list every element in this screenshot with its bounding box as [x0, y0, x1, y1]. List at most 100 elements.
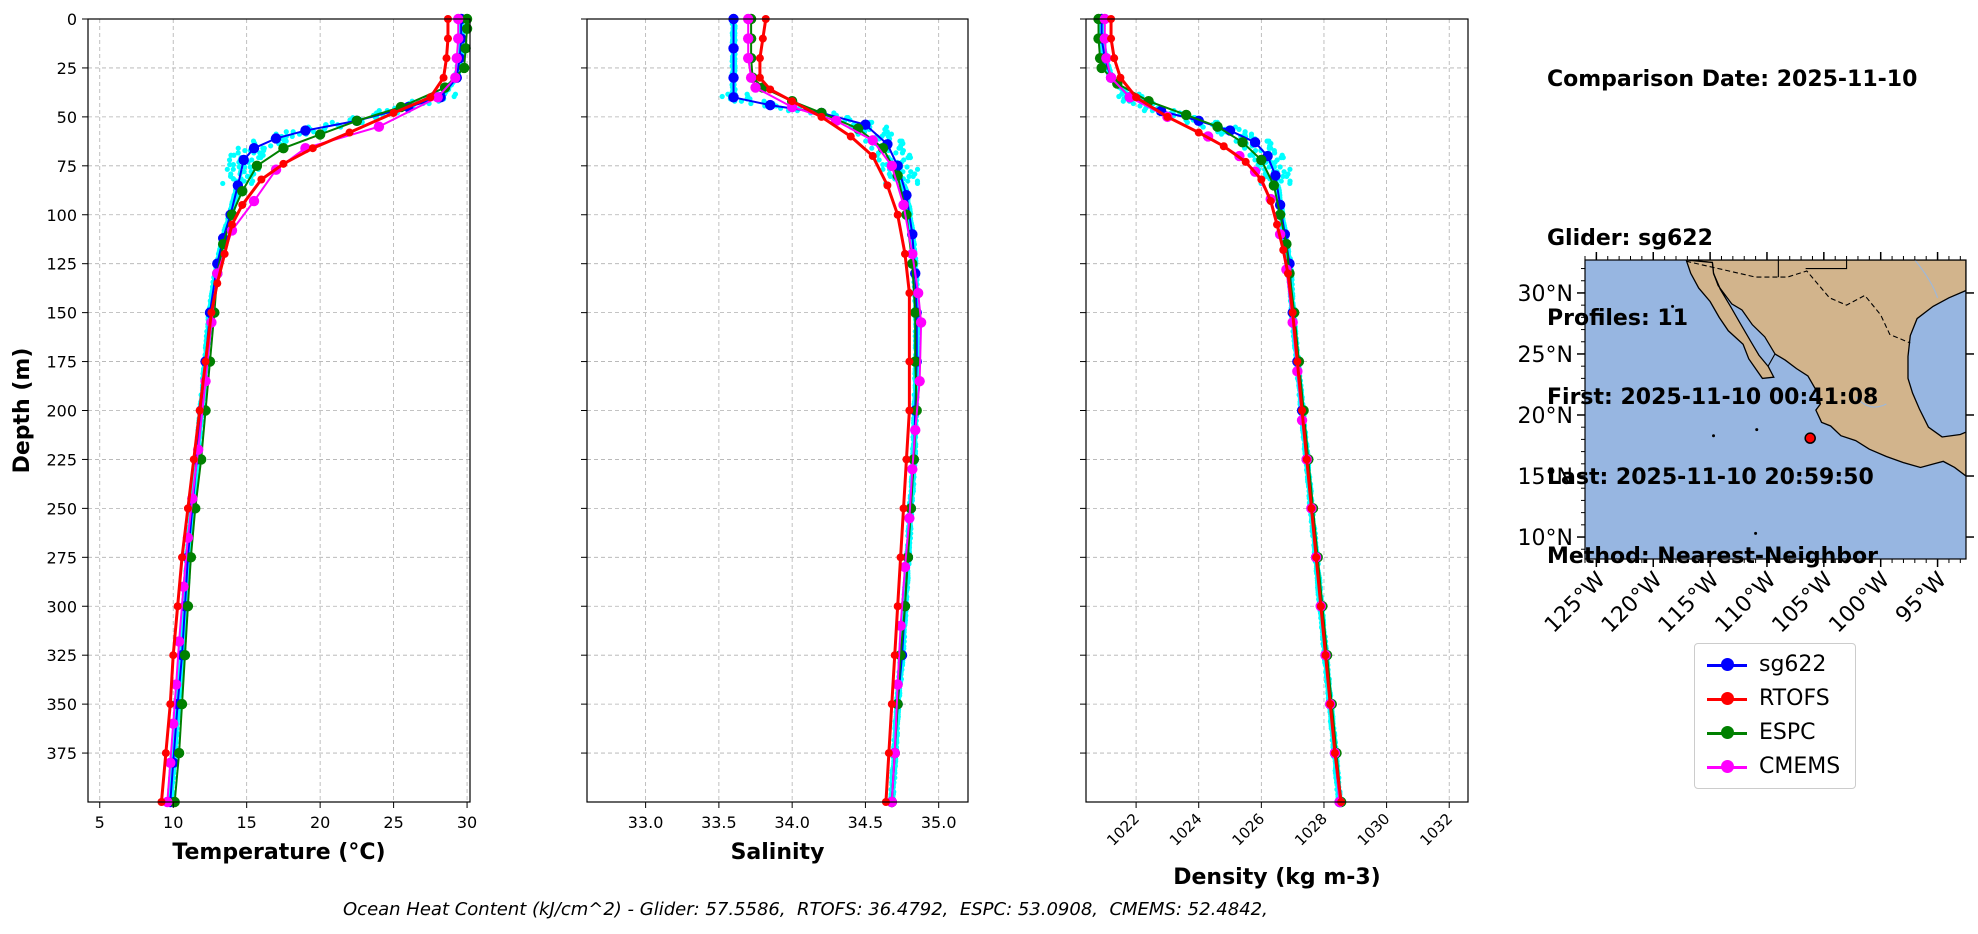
- y-tick-label: 375: [46, 744, 77, 763]
- glider-raw-point: [910, 173, 916, 179]
- y-tick-label: 175: [46, 353, 77, 372]
- data-point-rtofs: [884, 749, 893, 758]
- glider-raw-point: [242, 147, 248, 154]
- data-point-cmems: [742, 52, 754, 64]
- glider-raw-point: [247, 164, 253, 170]
- data-point-cmems: [910, 424, 921, 436]
- glider-raw-point: [914, 180, 921, 187]
- data-point-sg622: [238, 154, 249, 166]
- island: [1712, 434, 1716, 438]
- data-point-espc: [195, 454, 207, 465]
- y-tick-label: 50: [57, 108, 77, 127]
- glider-raw-point: [220, 180, 226, 187]
- data-point-rtofs: [178, 553, 187, 562]
- data-point-rtofs: [890, 651, 899, 660]
- data-point-rtofs: [893, 602, 902, 611]
- glider-raw-point: [896, 145, 902, 151]
- data-point-espc: [1268, 180, 1280, 191]
- y-tick-label: 0: [67, 10, 77, 29]
- gulf-of-california: [1713, 273, 1776, 368]
- lat-label: 20°N: [1518, 404, 1573, 429]
- data-point-rtofs: [900, 249, 909, 258]
- data-point-sg622: [248, 142, 260, 154]
- x-tick-label: 34.5: [848, 813, 884, 832]
- glider-raw-point: [1236, 126, 1242, 133]
- glider-raw-point: [227, 162, 233, 168]
- river: [1914, 260, 1939, 299]
- x-tick-label: 33.0: [628, 813, 664, 832]
- data-point-rtofs: [308, 144, 317, 153]
- lat-label: 15°N: [1518, 465, 1573, 490]
- glider-raw-point: [907, 154, 914, 161]
- data-point-rtofs: [905, 357, 914, 366]
- glider-raw-point: [224, 166, 230, 172]
- data-point-rtofs: [896, 553, 905, 562]
- x-tick-label: 30: [457, 813, 477, 832]
- x-tick-label: 34.0: [774, 813, 810, 832]
- legend-item-sg622: sg622: [1701, 650, 1851, 680]
- info-first: First: 2025-11-10 00:41:08: [1547, 385, 1879, 410]
- data-point-rtofs: [1326, 700, 1335, 709]
- legend-label-sg622: sg622: [1759, 652, 1827, 677]
- lat-label: 30°N: [1518, 282, 1573, 307]
- glider-raw-point: [914, 166, 921, 172]
- data-point-rtofs: [1288, 308, 1297, 317]
- data-point-cmems: [907, 464, 918, 475]
- y-tick-label: 125: [46, 255, 77, 274]
- x-tick-label: 20: [310, 813, 330, 832]
- data-point-cmems: [168, 718, 179, 729]
- data-point-rtofs: [279, 159, 288, 168]
- x-tick-label: 1022: [1103, 810, 1143, 850]
- info-blank: [1547, 147, 1917, 174]
- data-point-rtofs: [1279, 245, 1288, 254]
- x-tick-label: 33.5: [701, 813, 737, 832]
- glider-raw-point: [241, 178, 247, 184]
- data-point-cmems: [867, 135, 878, 146]
- land: [1671, 260, 1966, 535]
- x-tick-label: 1028: [1291, 810, 1331, 850]
- data-point-rtofs: [257, 175, 266, 184]
- data-point-cmems: [451, 52, 462, 64]
- x-axis-label: Density (kg m-3): [1173, 865, 1381, 890]
- legend-marker-sg622: [1721, 658, 1734, 671]
- glider-raw-point: [1141, 108, 1148, 114]
- data-point-cmems: [786, 101, 798, 113]
- data-point-sg622: [764, 99, 776, 111]
- panel-temperature: 5 10 15 20 25 3002550751001251501752002252502…: [10, 10, 477, 865]
- data-point-rtofs: [1241, 157, 1250, 166]
- data-point-cmems: [886, 160, 897, 172]
- glider-raw-point: [1116, 93, 1122, 100]
- data-point-espc: [278, 142, 289, 154]
- data-point-sg622: [270, 133, 282, 144]
- glider-raw-point: [1272, 150, 1278, 156]
- map-frame: [1584, 259, 1967, 560]
- us-mexico-border: [1686, 260, 1911, 344]
- series-rtofs: [755, 15, 914, 806]
- legend-item-cmems: CMEMS: [1701, 752, 1851, 782]
- data-point-cmems: [432, 92, 443, 103]
- island: [1671, 304, 1675, 308]
- data-point-rtofs: [220, 249, 229, 258]
- glider-raw-point: [1280, 173, 1286, 179]
- data-point-rtofs: [1273, 220, 1281, 229]
- glider-raw-point: [887, 173, 894, 179]
- data-point-rtofs: [227, 220, 236, 229]
- data-point-rtofs: [1321, 651, 1330, 660]
- data-point-rtofs: [1219, 142, 1228, 151]
- data-point-sg622: [1249, 137, 1261, 148]
- data-point-espc: [1256, 154, 1267, 166]
- glider-raw-point: [1278, 178, 1284, 184]
- x-tick-label: 35.0: [921, 813, 957, 832]
- data-point-sg622: [300, 125, 311, 136]
- data-point-rtofs: [195, 406, 204, 415]
- glider-raw-point: [244, 173, 251, 179]
- data-point-rtofs: [439, 73, 448, 82]
- data-point-sg622: [1270, 170, 1281, 181]
- data-point-rtofs: [1302, 455, 1311, 464]
- data-point-espc: [458, 62, 470, 74]
- data-point-cmems: [1099, 33, 1110, 44]
- data-point-rtofs: [868, 152, 877, 161]
- data-point-cmems: [745, 72, 757, 83]
- data-point-rtofs: [1116, 73, 1125, 82]
